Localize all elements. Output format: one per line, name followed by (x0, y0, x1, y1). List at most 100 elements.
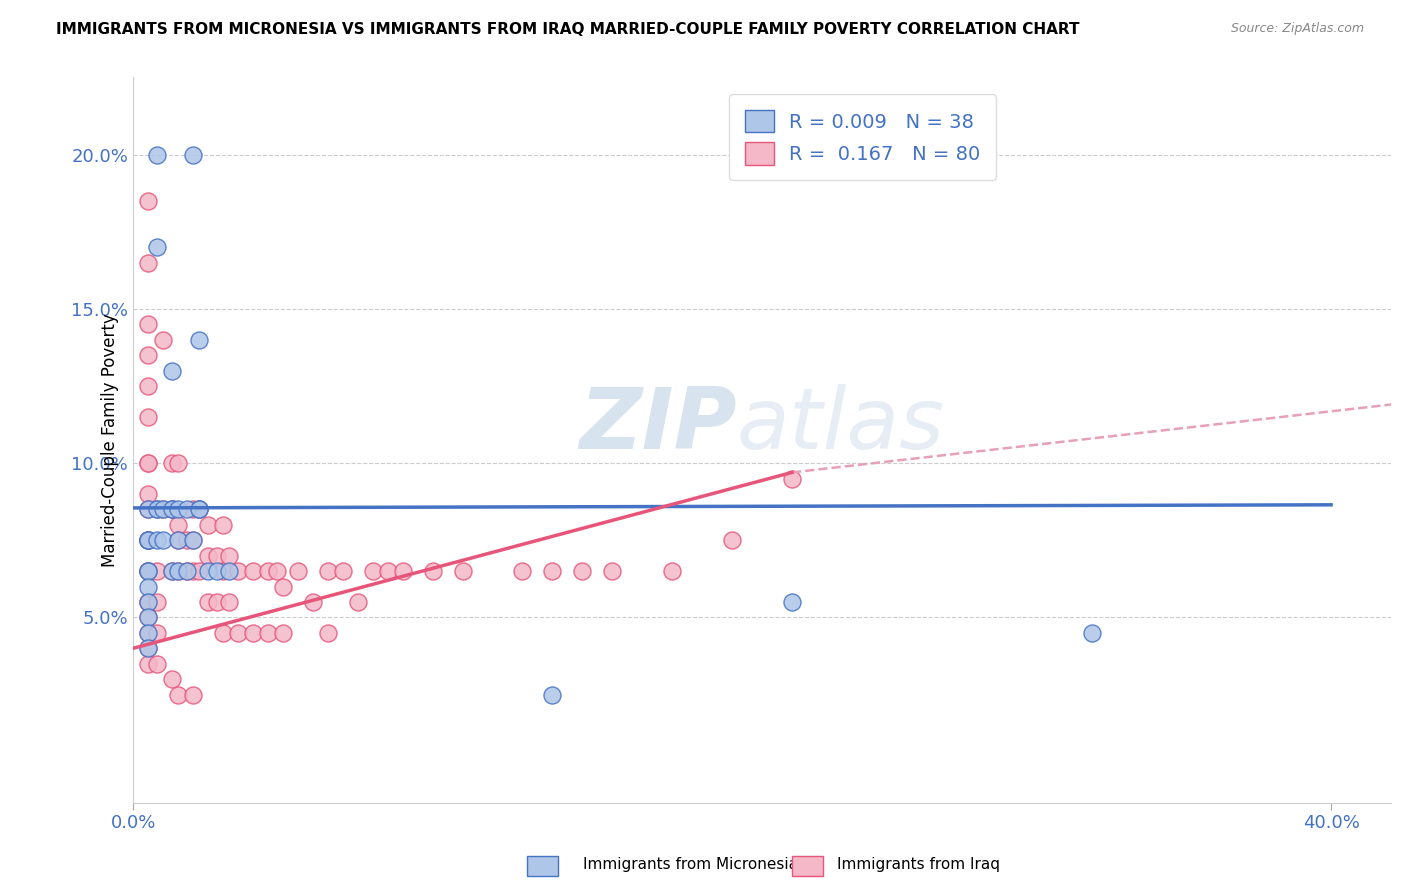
Point (257, 564, 280, 578)
Point (160, 502, 183, 516)
Point (271, 580, 294, 594)
Point (136, 255, 159, 269)
Point (160, 502, 183, 516)
Point (188, 502, 211, 516)
Legend: R = 0.009   N = 38, R =  0.167   N = 80: R = 0.009 N = 38, R = 0.167 N = 80 (730, 95, 997, 180)
Text: atlas: atlas (737, 384, 945, 467)
Point (205, 549, 228, 563)
Point (316, 626, 339, 640)
Point (146, 533, 169, 548)
Point (167, 533, 190, 548)
Point (188, 502, 211, 516)
Point (167, 564, 190, 578)
Point (136, 626, 159, 640)
Point (176, 533, 198, 548)
Point (541, 564, 564, 578)
Point (1080, 626, 1102, 640)
Point (212, 626, 235, 640)
Point (136, 595, 159, 609)
Point (160, 672, 183, 686)
Point (136, 456, 159, 470)
Point (136, 564, 159, 578)
Point (361, 564, 384, 578)
Point (136, 502, 159, 516)
Point (226, 564, 249, 578)
Point (188, 564, 211, 578)
Point (218, 564, 240, 578)
Point (242, 626, 264, 640)
Point (167, 688, 190, 702)
Text: Immigrants from Micronesia: Immigrants from Micronesia (583, 857, 799, 872)
Point (242, 564, 264, 578)
Point (160, 502, 183, 516)
Point (661, 564, 683, 578)
Point (146, 502, 169, 516)
Point (136, 533, 159, 548)
Point (146, 657, 169, 671)
Point (146, 564, 169, 578)
Point (160, 456, 183, 470)
Text: ZIP: ZIP (579, 384, 737, 467)
Point (316, 564, 339, 578)
Point (136, 318, 159, 332)
Point (136, 348, 159, 362)
Point (266, 564, 288, 578)
Point (212, 564, 235, 578)
Point (136, 487, 159, 501)
Point (167, 533, 190, 548)
Point (181, 147, 204, 161)
Point (176, 502, 198, 516)
Point (136, 595, 159, 609)
Point (160, 564, 183, 578)
Point (136, 610, 159, 624)
Point (391, 564, 413, 578)
Point (136, 456, 159, 470)
Point (136, 564, 159, 578)
Point (136, 533, 159, 548)
Point (346, 595, 368, 609)
Point (136, 564, 159, 578)
Point (301, 595, 323, 609)
Point (160, 564, 183, 578)
Point (146, 240, 169, 254)
Point (332, 564, 354, 578)
Point (226, 626, 249, 640)
Point (136, 533, 159, 548)
Point (136, 580, 159, 594)
Point (197, 595, 219, 609)
Text: Source: ZipAtlas.com: Source: ZipAtlas.com (1230, 22, 1364, 36)
Point (146, 626, 169, 640)
Point (152, 502, 174, 516)
Text: IMMIGRANTS FROM MICRONESIA VS IMMIGRANTS FROM IRAQ MARRIED-COUPLE FAMILY POVERTY: IMMIGRANTS FROM MICRONESIA VS IMMIGRANTS… (56, 22, 1080, 37)
Point (176, 564, 198, 578)
Point (181, 502, 204, 516)
Point (136, 595, 159, 609)
Point (257, 626, 280, 640)
Point (271, 626, 294, 640)
Point (780, 595, 803, 609)
Point (136, 564, 159, 578)
Point (218, 595, 240, 609)
Point (197, 564, 219, 578)
Point (205, 564, 228, 578)
Point (422, 564, 444, 578)
Point (571, 564, 593, 578)
Point (512, 564, 534, 578)
Point (136, 641, 159, 656)
Point (780, 472, 803, 486)
Point (136, 379, 159, 393)
Point (146, 147, 169, 161)
Point (152, 333, 174, 347)
Point (167, 502, 190, 516)
Point (136, 194, 159, 208)
Point (176, 564, 198, 578)
Point (136, 610, 159, 624)
Y-axis label: Married-Couple Family Poverty: Married-Couple Family Poverty (101, 313, 120, 567)
Point (181, 533, 204, 548)
Point (146, 502, 169, 516)
Point (541, 688, 564, 702)
Point (146, 595, 169, 609)
Point (136, 626, 159, 640)
Point (377, 564, 399, 578)
Point (152, 502, 174, 516)
